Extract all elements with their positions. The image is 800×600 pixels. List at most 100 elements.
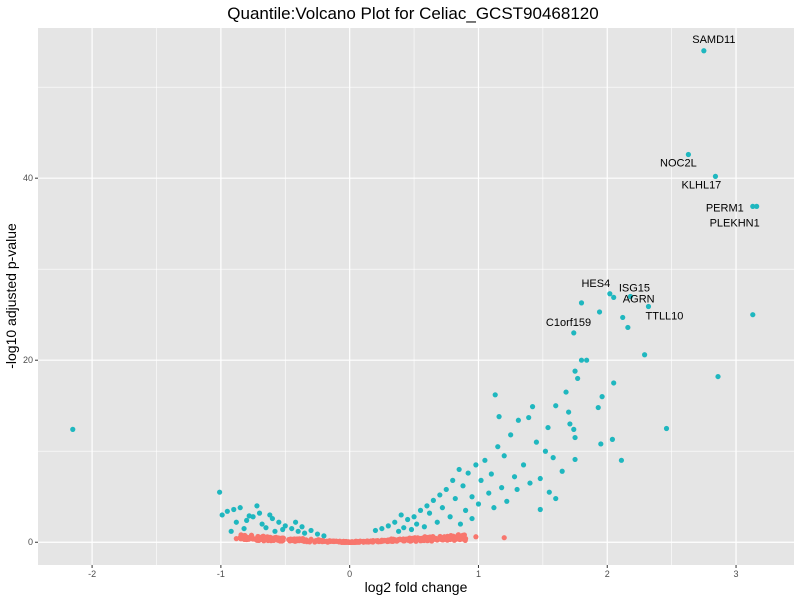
non-significant-point [406, 536, 412, 542]
significant-point [499, 485, 505, 491]
non-significant-point [279, 538, 285, 544]
significant-point [584, 357, 590, 363]
significant-point [385, 523, 391, 529]
non-significant-point [256, 536, 262, 543]
gene-label: SAMD11 [692, 34, 735, 46]
significant-point [452, 495, 458, 502]
significant-point [228, 528, 234, 534]
significant-point [625, 324, 631, 331]
significant-point [478, 477, 484, 483]
x-tick-label: 1 [476, 569, 481, 579]
gene-label: ISG15 [619, 283, 650, 295]
significant-point [224, 508, 230, 514]
non-significant-point [355, 538, 361, 545]
significant-point [216, 489, 223, 495]
significant-point [563, 389, 569, 395]
significant-point [443, 486, 449, 493]
significant-point [491, 505, 497, 511]
gene-labels: SAMD11 NOC2L KLHL17 PERM1 PLEKHN1 HES4 ISG15AG… [546, 34, 760, 329]
significant-point [462, 507, 469, 513]
significant-point [289, 525, 295, 532]
significant-point [254, 503, 260, 509]
significant-point [219, 512, 225, 518]
significant-point [598, 441, 604, 447]
non-significant-point [501, 535, 507, 541]
non-significant-point [272, 535, 278, 542]
non-significant-point [336, 539, 342, 545]
significant-point [511, 474, 518, 480]
non-significant-point [298, 537, 304, 543]
significant-point [750, 312, 756, 318]
gene-label: KLHL17 [682, 179, 722, 191]
significant-point [292, 519, 299, 525]
grid-lines [38, 28, 794, 565]
significant-point [715, 373, 721, 380]
significant-point [421, 524, 427, 530]
axis-ticks: -2 -1 0 1 2 3 0 20 40 [23, 173, 739, 579]
significant-point [439, 505, 446, 511]
y-tick-label: 20 [23, 355, 33, 365]
significant-point [553, 403, 559, 409]
significant-point [280, 526, 286, 533]
significant-point [504, 498, 510, 504]
gene-label: AGRN [623, 293, 655, 305]
significant-point [642, 352, 648, 358]
significant-point [475, 501, 482, 507]
significant-point [231, 506, 237, 513]
significant-point [469, 515, 475, 522]
significant-point [754, 203, 760, 209]
plot-panel [38, 28, 794, 565]
non-significant-point [307, 539, 313, 545]
y-tick-label: 0 [28, 537, 33, 547]
significant-point [486, 490, 492, 496]
significant-point [263, 525, 269, 531]
significant-point [599, 394, 605, 400]
significant-point [488, 471, 494, 477]
significant-point [514, 486, 520, 493]
significant-point [308, 527, 314, 534]
significant-point [618, 457, 625, 463]
significant-point [246, 513, 252, 519]
significant-point [596, 309, 603, 315]
significant-point [529, 404, 536, 410]
significant-point [553, 495, 559, 502]
non-significant-point [233, 536, 239, 542]
gene-label: PLEKHN1 [710, 217, 760, 229]
significant-point [627, 293, 634, 300]
non-significant-point [422, 534, 428, 540]
non-significant-point [319, 538, 325, 544]
significant-point [314, 531, 321, 537]
significant-point [663, 425, 670, 432]
non-significant-point [368, 539, 374, 545]
significant-point [430, 497, 436, 503]
significant-point [401, 525, 407, 531]
significant-point [578, 300, 585, 306]
significant-point [414, 521, 420, 527]
significant-point [241, 525, 247, 532]
significant-point [282, 523, 288, 529]
significant-point [424, 503, 430, 509]
significant-point [417, 507, 424, 513]
significant-point [495, 444, 501, 450]
significant-point [611, 380, 617, 386]
significant-point [492, 392, 498, 398]
significant-point [321, 533, 327, 539]
significant-point [566, 409, 572, 415]
gene-label: TTLL10 [646, 311, 684, 323]
non-significant-point [394, 537, 400, 544]
significant-point [537, 506, 543, 513]
significant-point [233, 519, 239, 525]
significant-point [572, 434, 578, 441]
significant-point [244, 517, 250, 524]
significant-point [508, 432, 514, 438]
significant-point [408, 526, 415, 533]
non-significant-point [385, 537, 391, 543]
significant-point [272, 528, 278, 534]
significant-point [426, 510, 433, 516]
non-significant-point [473, 534, 479, 540]
significant-point [437, 492, 443, 498]
significant-point [701, 48, 707, 54]
significant-point [460, 483, 466, 489]
significant-point [237, 505, 243, 511]
